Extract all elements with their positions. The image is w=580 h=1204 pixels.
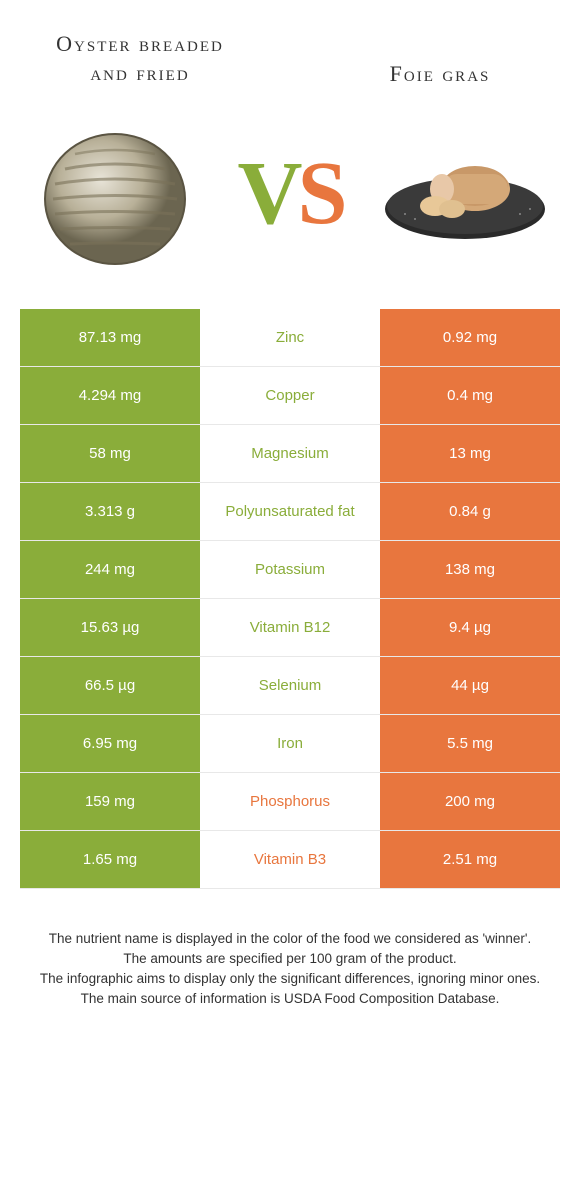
nutrient-row: 58 mgMagnesium13 mg xyxy=(20,425,560,483)
nutrient-row: 1.65 mgVitamin B32.51 mg xyxy=(20,831,560,889)
right-value: 5.5 mg xyxy=(380,715,560,772)
left-value: 159 mg xyxy=(20,773,200,830)
nutrient-row: 66.5 µgSelenium44 µg xyxy=(20,657,560,715)
nutrient-label: Selenium xyxy=(200,657,380,714)
nutrient-row: 15.63 µgVitamin B129.4 µg xyxy=(20,599,560,657)
foie-gras-image xyxy=(380,109,550,279)
left-value: 1.65 mg xyxy=(20,831,200,888)
right-value: 2.51 mg xyxy=(380,831,560,888)
right-value: 9.4 µg xyxy=(380,599,560,656)
nutrient-label: Magnesium xyxy=(200,425,380,482)
oyster-image xyxy=(30,109,200,279)
nutrient-label: Zinc xyxy=(200,309,380,366)
left-value: 58 mg xyxy=(20,425,200,482)
nutrient-label: Polyunsaturated fat xyxy=(200,483,380,540)
nutrient-label: Copper xyxy=(200,367,380,424)
nutrient-row: 87.13 mgZinc0.92 mg xyxy=(20,309,560,367)
left-value: 6.95 mg xyxy=(20,715,200,772)
left-value: 4.294 mg xyxy=(20,367,200,424)
footer-line: The main source of information is USDA F… xyxy=(30,989,550,1009)
nutrient-label: Vitamin B3 xyxy=(200,831,380,888)
left-value: 66.5 µg xyxy=(20,657,200,714)
right-value: 0.4 mg xyxy=(380,367,560,424)
nutrient-row: 244 mgPotassium138 mg xyxy=(20,541,560,599)
right-value: 200 mg xyxy=(380,773,560,830)
images-row: VS xyxy=(0,99,580,309)
right-value: 0.92 mg xyxy=(380,309,560,366)
nutrient-label: Potassium xyxy=(200,541,380,598)
nutrient-label: Vitamin B12 xyxy=(200,599,380,656)
right-value: 44 µg xyxy=(380,657,560,714)
nutrient-table: 87.13 mgZinc0.92 mg4.294 mgCopper0.4 mg5… xyxy=(0,309,580,889)
left-value: 15.63 µg xyxy=(20,599,200,656)
left-value: 3.313 g xyxy=(20,483,200,540)
nutrient-row: 3.313 gPolyunsaturated fat0.84 g xyxy=(20,483,560,541)
footer-line: The amounts are specified per 100 gram o… xyxy=(30,949,550,969)
vs-v: V xyxy=(237,144,297,243)
right-food-title: Foie gras xyxy=(340,60,540,89)
left-value: 244 mg xyxy=(20,541,200,598)
left-value: 87.13 mg xyxy=(20,309,200,366)
nutrient-row: 4.294 mgCopper0.4 mg xyxy=(20,367,560,425)
nutrient-label: Iron xyxy=(200,715,380,772)
footer-line: The infographic aims to display only the… xyxy=(30,969,550,989)
right-value: 13 mg xyxy=(380,425,560,482)
right-value: 0.84 g xyxy=(380,483,560,540)
nutrient-label: Phosphorus xyxy=(200,773,380,830)
vs-label: VS xyxy=(237,142,342,245)
header: Oyster breaded and fried Foie gras xyxy=(0,0,580,99)
vs-s: S xyxy=(297,144,342,243)
nutrient-row: 6.95 mgIron5.5 mg xyxy=(20,715,560,773)
footer-line: The nutrient name is displayed in the co… xyxy=(30,929,550,949)
nutrient-row: 159 mgPhosphorus200 mg xyxy=(20,773,560,831)
right-value: 138 mg xyxy=(380,541,560,598)
footer-notes: The nutrient name is displayed in the co… xyxy=(0,889,580,1010)
left-food-title: Oyster breaded and fried xyxy=(40,30,240,87)
